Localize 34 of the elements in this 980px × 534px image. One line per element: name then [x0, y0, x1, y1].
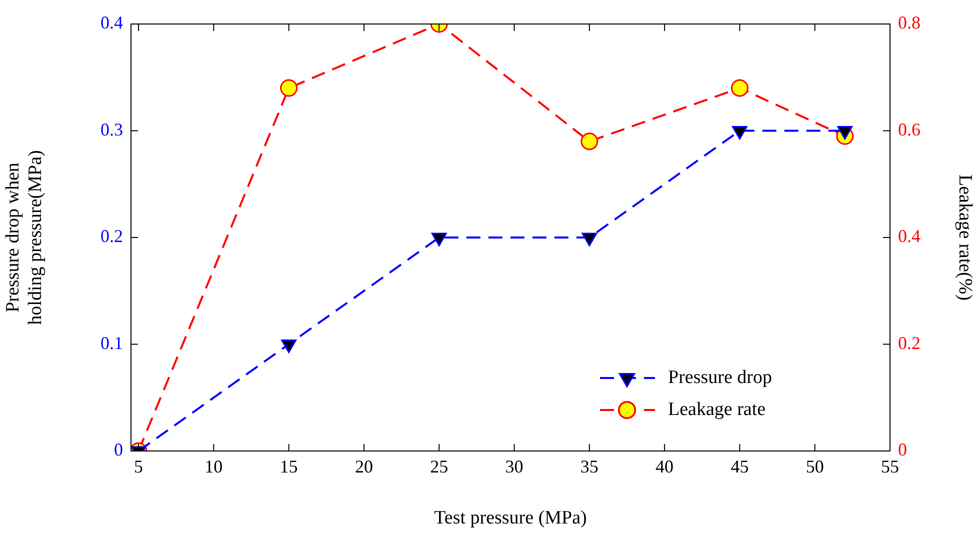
x-tick-label: 50: [806, 456, 824, 477]
x-tick-label: 10: [204, 456, 223, 477]
x-tick-label: 25: [430, 456, 448, 477]
point: [837, 126, 853, 140]
x-tick-label: 5: [134, 456, 144, 477]
point: [281, 340, 296, 353]
x-tick-label: 45: [730, 456, 749, 477]
point: [431, 232, 447, 246]
x-tick-label: 40: [656, 456, 674, 477]
point: [280, 79, 298, 97]
x-tick-label: 20: [354, 456, 373, 477]
y-axis-title: Pressure drop when holding pressure(MPa): [2, 150, 46, 325]
point: [732, 126, 748, 140]
x-tick-label: 55: [881, 456, 899, 477]
legend-label: Leakage rate: [668, 398, 766, 420]
x-tick-label: 30: [505, 456, 524, 477]
point: [580, 132, 598, 150]
legend-label: Pressure drop: [668, 366, 772, 388]
point: [582, 232, 598, 246]
y2-tick-label: 0: [898, 440, 907, 460]
x-tick-label: 35: [580, 456, 598, 477]
y2-tick-label: 0.6: [898, 119, 920, 140]
point: [730, 79, 748, 97]
y2-tick-label: 0.4: [898, 226, 920, 246]
x-axis-title: Test pressure (MPa): [434, 508, 587, 529]
y2-tick-label: 0.2: [898, 332, 920, 353]
y2-axis-title: Leakage rate(%): [954, 174, 976, 301]
y-tick-label: 0.3: [100, 119, 123, 140]
y-tick-label: 0.1: [100, 332, 123, 353]
x-tick-label: 15: [280, 456, 298, 477]
y2-tick-label: 0.8: [898, 12, 920, 33]
y-tick-label: 0: [114, 440, 123, 460]
y-tick-label: 0.4: [100, 12, 123, 33]
y-tick-label: 0.2: [100, 226, 123, 246]
